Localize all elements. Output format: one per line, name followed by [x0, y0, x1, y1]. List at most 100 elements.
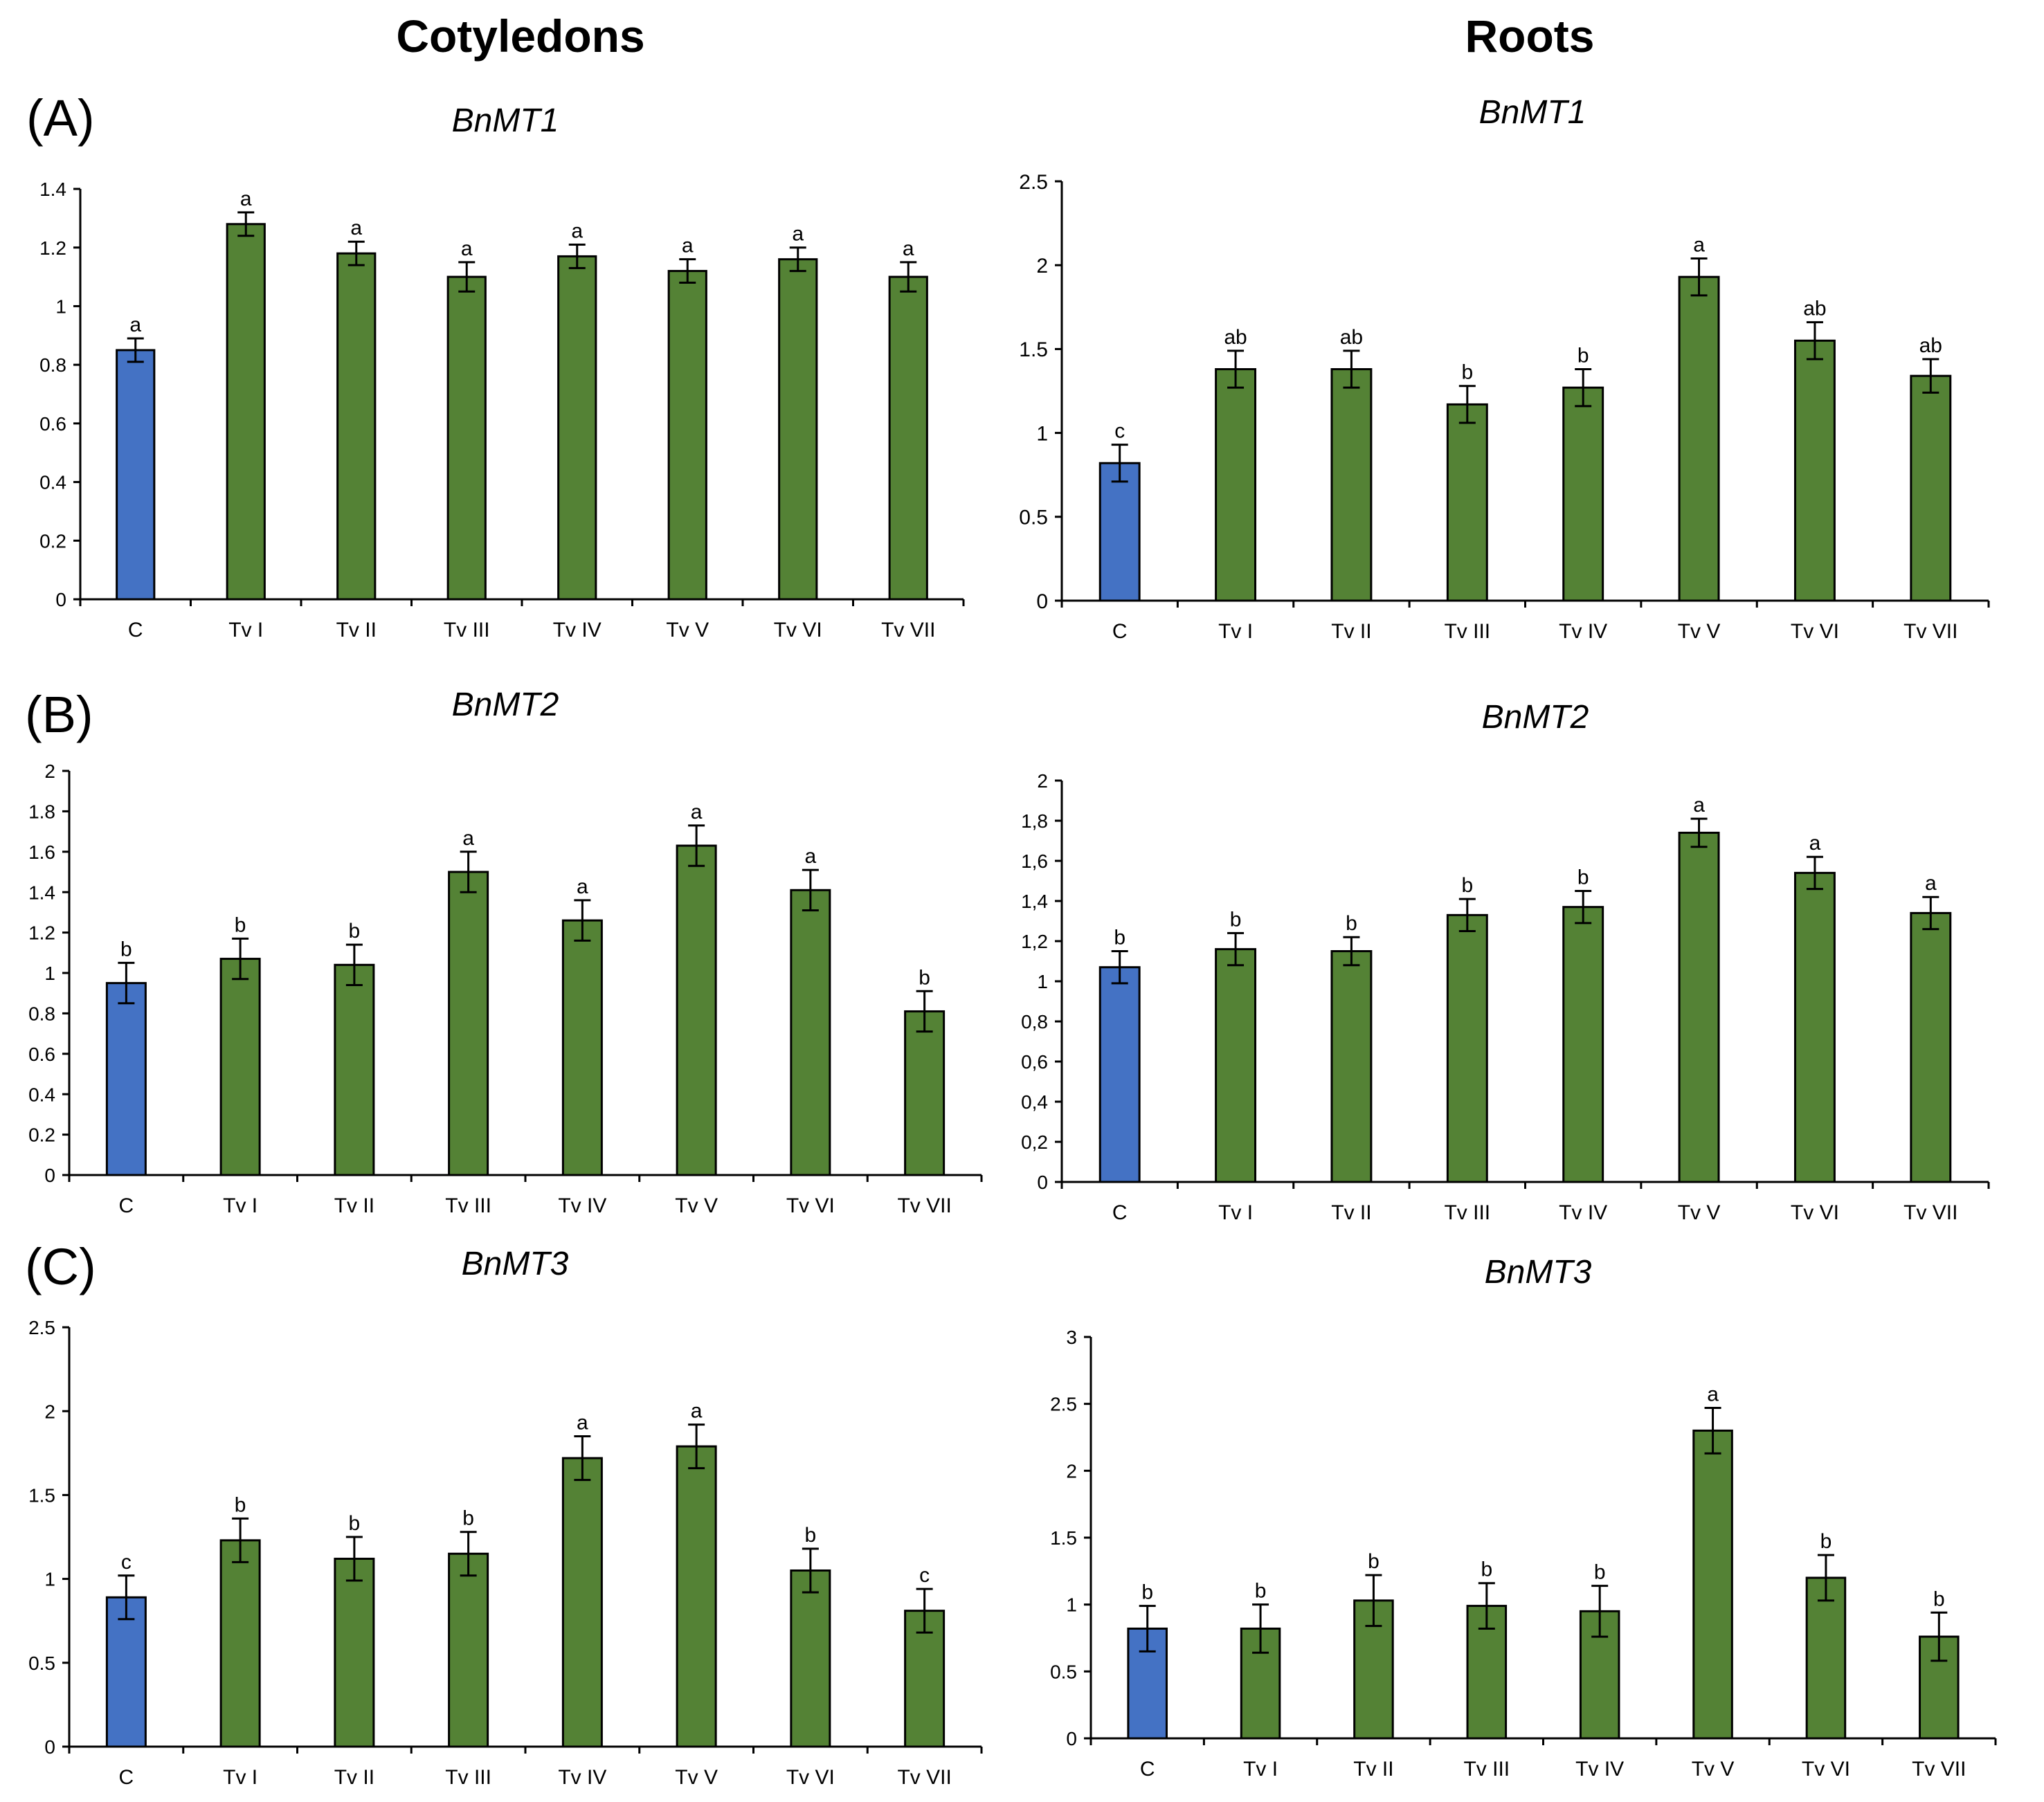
x-tick-label: Tv VII [897, 1194, 951, 1217]
significance-letter: b [1820, 1530, 1832, 1553]
bar [1562, 906, 1604, 1183]
y-tick-label: 1 [44, 963, 55, 984]
x-tick-label: Tv I [223, 1766, 257, 1789]
bar [116, 349, 156, 601]
y-tick-label: 0.6 [28, 1044, 55, 1065]
chart-title: BnMT3 [1485, 1254, 1592, 1291]
bar [334, 963, 375, 1176]
y-tick-label: 1.2 [28, 922, 55, 944]
significance-letter: b [1594, 1561, 1606, 1584]
y-tick-label: 2.5 [28, 1317, 55, 1338]
significance-letter: c [121, 1551, 132, 1574]
y-tick-label: 0,2 [1021, 1131, 1048, 1153]
x-tick-label: Tv II [334, 1194, 374, 1217]
x-tick-label: C [1140, 1758, 1155, 1781]
panel-label-b: (B) [25, 686, 93, 743]
significance-letter: a [792, 223, 804, 246]
bar [334, 1558, 375, 1748]
x-tick-label: Tv VI [1791, 620, 1839, 643]
x-tick-label: Tv II [1353, 1758, 1393, 1781]
x-tick-label: Tv V [1678, 620, 1721, 643]
y-tick-label: 0.5 [28, 1653, 55, 1674]
significance-letter: a [682, 235, 694, 257]
significance-letter: b [1577, 866, 1589, 889]
bar [1678, 831, 1720, 1183]
x-tick-label: Tv I [1218, 620, 1253, 643]
significance-letter: b [1461, 361, 1473, 384]
x-tick-label: Tv V [1678, 1201, 1721, 1224]
bar [1910, 911, 1952, 1183]
x-tick-label: Tv VI [774, 619, 822, 641]
x-tick-label: Tv III [445, 1766, 491, 1789]
x-tick-label: Tv V [666, 619, 709, 641]
bar [1446, 913, 1488, 1183]
significance-letter: a [1925, 872, 1937, 895]
significance-letter: ab [1803, 298, 1826, 320]
significance-letter: b [235, 913, 246, 936]
y-tick-label: 1 [1036, 422, 1048, 445]
y-tick-label: 1.8 [28, 801, 55, 822]
significance-letter: a [577, 875, 588, 898]
y-tick-label: 1.2 [39, 237, 66, 259]
y-tick-label: 0.8 [28, 1003, 55, 1024]
bar [561, 919, 603, 1176]
column-title-roots: Roots [1465, 10, 1595, 62]
bar [1562, 386, 1604, 602]
bar [667, 270, 707, 601]
x-tick-label: Tv VII [1903, 1201, 1957, 1224]
significance-letter: b [805, 1524, 817, 1547]
y-tick-label: 1.5 [1019, 338, 1048, 361]
x-tick-label: Tv II [1331, 1201, 1371, 1224]
x-tick-label: Tv III [444, 619, 490, 641]
x-tick-label: Tv VII [1912, 1758, 1966, 1781]
y-tick-label: 0 [1036, 590, 1048, 613]
x-tick-label: Tv VII [897, 1766, 951, 1789]
panel-label-a: (A) [26, 89, 95, 147]
y-tick-label: 0.2 [39, 530, 66, 552]
x-tick-label: Tv IV [553, 619, 602, 641]
significance-letter: b [1577, 344, 1589, 367]
y-tick-label: 0.8 [39, 354, 66, 376]
significance-letter: b [1255, 1580, 1267, 1603]
significance-letter: b [1346, 912, 1357, 935]
x-tick-label: Tv VI [1791, 1201, 1839, 1224]
bar [561, 1457, 603, 1748]
significance-letter: b [349, 1512, 361, 1535]
bar [1793, 871, 1836, 1183]
y-tick-label: 1 [44, 1569, 55, 1590]
bar [448, 1552, 489, 1748]
y-tick-label: 0.5 [1019, 507, 1048, 529]
y-tick-label: 0 [44, 1736, 55, 1758]
significance-letter: b [1461, 874, 1473, 897]
significance-letter: ab [1919, 334, 1942, 357]
y-tick-label: 0 [44, 1165, 55, 1186]
significance-letter: c [919, 1564, 930, 1587]
significance-letter: a [350, 217, 362, 239]
x-tick-label: Tv VII [1903, 620, 1957, 643]
y-tick-label: 2 [1037, 770, 1048, 792]
x-tick-label: Tv VI [786, 1194, 835, 1217]
bar [336, 252, 377, 601]
x-tick-label: Tv III [1463, 1758, 1510, 1781]
bar [676, 1445, 717, 1748]
bar [1793, 339, 1836, 602]
y-tick-label: 1,4 [1021, 891, 1048, 912]
significance-letter: a [1707, 1383, 1719, 1405]
significance-letter: a [903, 237, 914, 260]
significance-letter: b [349, 920, 361, 943]
significance-letter: b [1114, 927, 1125, 949]
y-tick-label: 1 [1037, 971, 1048, 992]
x-tick-label: Tv IV [1575, 1758, 1624, 1781]
x-tick-label: Tv I [223, 1194, 257, 1217]
x-tick-label: C [128, 619, 143, 641]
y-tick-label: 1,6 [1021, 850, 1048, 872]
y-tick-label: 1 [1066, 1594, 1077, 1616]
significance-letter: b [919, 966, 930, 989]
x-tick-label: Tv II [334, 1766, 374, 1789]
x-tick-label: Tv VI [1802, 1758, 1850, 1781]
significance-letter: a [1693, 234, 1705, 257]
bar [1098, 966, 1141, 1183]
x-tick-label: C [1112, 620, 1128, 643]
